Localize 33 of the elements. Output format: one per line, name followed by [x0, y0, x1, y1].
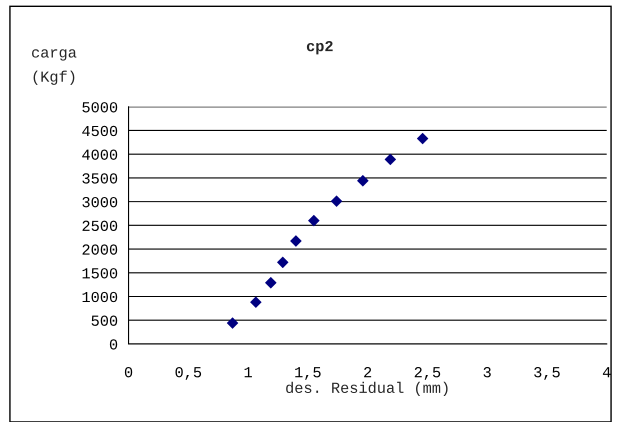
- point: [290, 235, 302, 247]
- x-tick-label: 4: [602, 367, 611, 378]
- y-tick-label: 2500: [82, 220, 118, 232]
- point: [384, 154, 396, 166]
- point: [330, 195, 342, 207]
- point: [226, 317, 238, 329]
- x-tick-label: 1,5: [295, 367, 321, 380]
- y-tick-label: 500: [92, 316, 118, 326]
- y-tick-label: 2000: [82, 244, 118, 255]
- x-tick-label: 3: [484, 367, 491, 378]
- point: [250, 296, 262, 308]
- x-axis-title: des. Residual (mm): [286, 382, 448, 396]
- x-tick-label: 1: [244, 367, 252, 378]
- y-tick-label: 3500: [82, 173, 118, 184]
- x-tick-label: 2: [364, 367, 372, 378]
- x-tick-label: 3,5: [534, 367, 560, 380]
- y-tick-label: 4000: [82, 150, 118, 160]
- chart-title: cp2: [306, 40, 333, 54]
- point: [265, 277, 276, 288]
- y-axis-title: carga (Kgf): [32, 49, 76, 85]
- y-tick-label: 3000: [82, 196, 118, 208]
- y-tick-label: 1500: [82, 268, 118, 278]
- point: [416, 132, 428, 144]
- point: [308, 214, 320, 226]
- x-tick-label: 0,5: [175, 367, 202, 380]
- y-tick-label: 5000: [82, 102, 118, 112]
- x-tick-label: 0: [124, 367, 132, 378]
- point: [357, 175, 369, 186]
- y-tick-label: 4500: [82, 126, 118, 136]
- y-tick-label: 1000: [82, 292, 118, 302]
- point: [277, 256, 288, 268]
- y-tick-label: 0: [110, 339, 118, 350]
- x-tick-label: 2,5: [414, 367, 440, 380]
